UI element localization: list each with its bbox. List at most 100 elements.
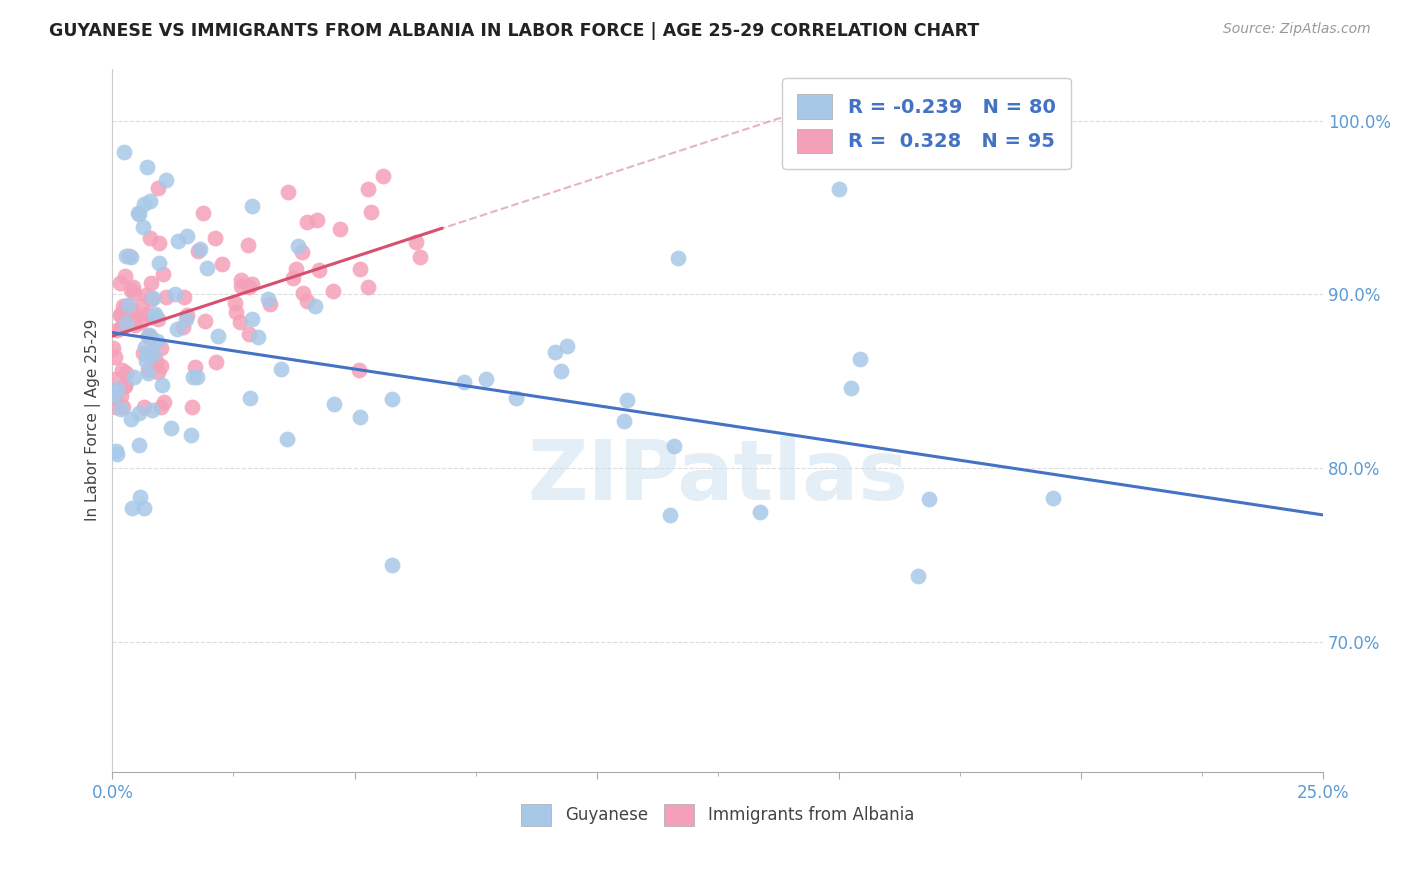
Point (207, 329, 229, 343)
Point (1042, 491, 1064, 506)
Point (105, 401, 128, 415)
Point (104, 351, 127, 365)
Point (139, 277, 162, 291)
Point (115, 366, 138, 380)
Point (107, 323, 129, 337)
Point (121, 500, 143, 515)
Point (918, 492, 941, 507)
Point (349, 409, 371, 424)
Point (907, 569, 929, 583)
Point (323, 397, 346, 411)
Point (105, 447, 128, 461)
Point (111, 299, 134, 313)
Point (112, 319, 135, 334)
Point (150, 341, 173, 355)
Point (150, 401, 173, 415)
Point (135, 288, 157, 302)
Point (110, 320, 132, 334)
Point (748, 505, 770, 519)
Point (242, 277, 264, 291)
Point (134, 501, 156, 516)
Point (357, 182, 380, 196)
Point (297, 215, 319, 229)
Point (329, 221, 352, 235)
Point (138, 230, 160, 244)
Point (270, 361, 292, 376)
Point (658, 508, 681, 522)
Point (277, 185, 299, 199)
Point (114, 249, 136, 263)
Point (136, 348, 159, 362)
Point (194, 314, 217, 328)
Point (287, 239, 309, 253)
Point (849, 352, 872, 367)
Point (160, 421, 183, 435)
Point (150, 359, 173, 373)
Point (139, 194, 162, 208)
Point (141, 402, 163, 417)
Point (105, 443, 128, 458)
Point (114, 377, 136, 392)
Point (127, 206, 149, 220)
Point (240, 199, 263, 213)
Point (139, 332, 162, 346)
Point (132, 197, 155, 211)
Point (122, 285, 145, 300)
Point (110, 389, 132, 403)
Point (142, 347, 165, 361)
Point (304, 299, 326, 313)
Point (180, 401, 202, 415)
Point (308, 262, 330, 277)
Point (141, 349, 163, 363)
Point (163, 286, 186, 301)
Point (349, 261, 371, 276)
Point (104, 390, 127, 404)
Point (357, 279, 380, 293)
Text: GUYANESE VS IMMIGRANTS FROM ALBANIA IN LABOR FORCE | AGE 25-29 CORRELATION CHART: GUYANESE VS IMMIGRANTS FROM ALBANIA IN L… (49, 22, 980, 40)
Point (409, 251, 432, 265)
Point (176, 229, 198, 244)
Point (120, 412, 142, 426)
Point (167, 234, 190, 248)
Point (453, 375, 475, 389)
Point (173, 290, 195, 304)
Point (381, 392, 404, 406)
Point (139, 329, 162, 343)
Point (110, 401, 132, 416)
Point (108, 309, 131, 323)
Point (121, 303, 143, 318)
Point (105, 382, 128, 396)
Point (128, 406, 150, 420)
Point (229, 273, 252, 287)
Point (136, 161, 159, 175)
Point (186, 370, 208, 384)
Point (122, 280, 145, 294)
Legend: Guyanese, Immigrants from Albania: Guyanese, Immigrants from Albania (513, 796, 922, 834)
Point (176, 308, 198, 322)
Point (544, 344, 567, 359)
Point (129, 299, 152, 313)
Point (145, 354, 167, 368)
Point (155, 173, 177, 187)
Point (229, 278, 252, 293)
Point (146, 365, 169, 379)
Point (136, 366, 159, 380)
Point (291, 286, 314, 301)
Point (239, 391, 262, 405)
Point (613, 414, 636, 428)
Point (550, 364, 572, 378)
Point (110, 307, 132, 321)
Point (349, 363, 371, 377)
Point (190, 242, 212, 256)
Point (129, 315, 152, 329)
Point (112, 310, 135, 324)
Point (136, 329, 159, 343)
Point (103, 388, 125, 402)
Point (238, 327, 260, 342)
Point (101, 341, 124, 355)
Point (205, 355, 228, 369)
Point (146, 181, 169, 195)
Point (240, 312, 263, 326)
Point (132, 220, 155, 235)
Point (114, 309, 136, 323)
